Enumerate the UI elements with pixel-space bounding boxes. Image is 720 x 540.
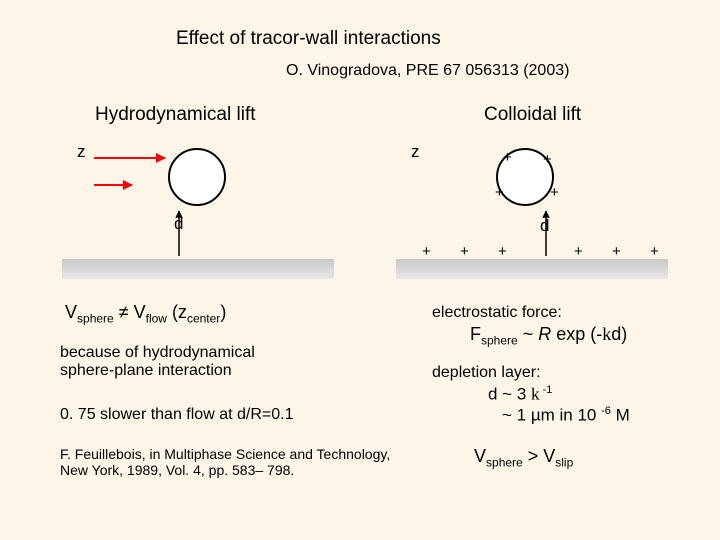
left-subtitle: Hydrodynamical lift bbox=[95, 104, 256, 126]
right-subtitle: Colloidal lift bbox=[484, 104, 581, 126]
plus-icon: + bbox=[574, 243, 583, 260]
ref-line: F. Feuillebois, in Multiphase Science an… bbox=[60, 446, 390, 462]
eq-sub: sphere bbox=[77, 312, 114, 326]
eq-text: d) bbox=[611, 324, 627, 344]
right-wall bbox=[396, 259, 668, 279]
eq-text: F bbox=[470, 324, 481, 344]
plus-icon: + bbox=[495, 184, 504, 201]
left-equation-vsphere: Vsphere ≠ Vflow (zcenter) bbox=[65, 302, 226, 326]
left-wall bbox=[62, 259, 334, 279]
ref-line: New York, 1989, Vol. 4, pp. 583– 798. bbox=[60, 462, 390, 478]
eq-text: ≠ V bbox=[114, 302, 146, 322]
plus-icon: + bbox=[543, 151, 552, 168]
eq-text: ) bbox=[220, 302, 226, 322]
caption-line: because of hydrodynamical bbox=[60, 344, 255, 362]
right-equation-fsphere: Fsphere ~ R exp (-kd) bbox=[470, 324, 627, 348]
left-sphere bbox=[168, 148, 226, 206]
right-caption-depletion: depletion layer: bbox=[432, 364, 541, 382]
eq-line: ~ 1 µm in 10 -6 M bbox=[502, 405, 630, 426]
right-caption-electrostatic: electrostatic force: bbox=[432, 304, 562, 322]
eq-text: > V bbox=[523, 446, 556, 466]
eq-sub: sphere bbox=[486, 456, 523, 470]
left-z-label: z bbox=[77, 142, 86, 162]
right-equation-d: d ~ 3 k -1 ~ 1 µm in 10 -6 M bbox=[488, 384, 630, 425]
plus-icon: + bbox=[422, 243, 431, 260]
eq-sub: center bbox=[187, 312, 220, 326]
eq-sub: flow bbox=[146, 312, 167, 326]
left-reference: F. Feuillebois, in Multiphase Science an… bbox=[60, 446, 390, 478]
eq-sub: sphere bbox=[481, 334, 518, 348]
plus-icon: + bbox=[650, 243, 659, 260]
plus-icon: + bbox=[498, 243, 507, 260]
eq-line: d ~ 3 k -1 bbox=[488, 384, 630, 405]
plus-icon: + bbox=[550, 184, 559, 201]
eq-text: V bbox=[65, 302, 77, 322]
citation: O. Vinogradova, PRE 67 056313 (2003) bbox=[286, 62, 569, 80]
plus-icon: + bbox=[503, 149, 512, 166]
eq-sub: slip bbox=[555, 456, 573, 470]
eq-text: V bbox=[474, 446, 486, 466]
eq-text: (z bbox=[167, 302, 187, 322]
right-d-label: d bbox=[540, 216, 549, 236]
plus-icon: + bbox=[460, 243, 469, 260]
caption-line: sphere-plane interaction bbox=[60, 362, 255, 380]
left-caption-slower: 0. 75 slower than flow at d/R=0.1 bbox=[60, 406, 293, 424]
left-caption-hydro: because of hydrodynamical sphere-plane i… bbox=[60, 344, 255, 380]
right-equation-vslip: Vsphere > Vslip bbox=[474, 446, 573, 470]
slide-title: Effect of tracor-wall interactions bbox=[176, 28, 441, 50]
plus-icon: + bbox=[612, 243, 621, 260]
kappa: k bbox=[602, 324, 611, 344]
right-z-label: z bbox=[411, 142, 420, 162]
left-d-label: d bbox=[174, 214, 183, 234]
eq-text: ~ R exp (- bbox=[518, 324, 603, 344]
